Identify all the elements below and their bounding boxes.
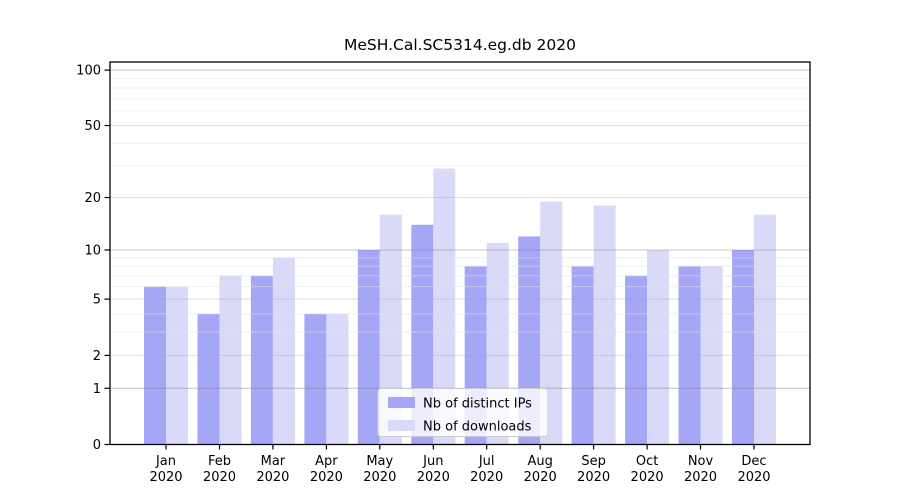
chart-title: MeSH.Cal.SC5314.eg.db 2020 [344, 36, 576, 54]
x-tick-label-month-mar: Mar [261, 454, 286, 469]
x-tick-label-month-jan: Jan [155, 454, 176, 469]
y-axis: 0 1 2 5 10 20 50 100 [76, 64, 110, 453]
bar-downloads-mar [272, 257, 295, 445]
y-tick-label-5: 5 [93, 293, 101, 308]
bar-downloads-dec [754, 214, 776, 445]
x-tick-label-year-may: 2020 [363, 470, 396, 485]
y-tick-label-0: 0 [93, 438, 101, 453]
bar-downloads-oct [647, 250, 670, 445]
x-tick-label-month-dec: Dec [741, 454, 766, 469]
y-tick-label-50: 50 [84, 119, 101, 134]
x-tick-label-year-mar: 2020 [256, 470, 289, 485]
x-tick-label-month-feb: Feb [208, 454, 231, 469]
x-tick-label-year-sep: 2020 [577, 470, 610, 485]
x-tick-label-year-jun: 2020 [417, 470, 450, 485]
legend-swatch-ips [388, 397, 415, 408]
bar-downloads-aug [540, 201, 563, 445]
bar-ips-mar [250, 275, 273, 445]
x-tick-label-month-apr: Apr [315, 454, 338, 469]
legend-swatch-downloads [388, 420, 415, 431]
x-tick-label-year-dec: 2020 [737, 470, 770, 485]
legend: Nb of distinct IPs Nb of downloads [377, 388, 549, 437]
bar-downloads-jun [433, 168, 456, 445]
x-tick-label-month-jul: Jul [478, 454, 495, 469]
legend-label-ips: Nb of distinct IPs [423, 397, 532, 412]
y-tick-label-20: 20 [84, 191, 101, 206]
bar-downloads-apr [326, 313, 349, 445]
x-axis: Jan2020Feb2020Mar2020Apr2020May2020Jun20… [149, 444, 771, 485]
x-tick-label-month-may: May [366, 454, 393, 469]
bar-ips-jan [144, 286, 166, 445]
bar-downloads-nov [700, 266, 723, 445]
x-tick-label-month-jun: Jun [422, 454, 443, 469]
x-tick-label-month-oct: Oct [636, 454, 658, 469]
y-tick-label-10: 10 [84, 244, 101, 259]
bar-ips-dec [732, 250, 754, 445]
x-tick-label-year-jul: 2020 [470, 470, 503, 485]
bar-ips-nov [678, 266, 701, 445]
x-tick-label-year-jan: 2020 [149, 470, 182, 485]
bar-downloads-feb [219, 275, 242, 445]
legend-box [377, 388, 549, 437]
legend-label-downloads: Nb of downloads [423, 420, 532, 435]
plot-border [109, 61, 811, 446]
x-tick-label-year-apr: 2020 [310, 470, 343, 485]
x-tick-label-year-feb: 2020 [203, 470, 236, 485]
x-tick-label-month-nov: Nov [688, 454, 714, 469]
gridlines-group [110, 69, 810, 389]
bar-ips-apr [304, 313, 327, 445]
bar-downloads-may [379, 214, 402, 445]
bar-ips-sep [571, 266, 594, 445]
y-tick-label-2: 2 [93, 349, 101, 364]
x-tick-label-month-aug: Aug [528, 454, 553, 469]
x-tick-label-year-nov: 2020 [684, 470, 717, 485]
y-tick-label-1: 1 [93, 382, 101, 397]
bar-downloads-jan [166, 286, 188, 445]
y-tick-label-100: 100 [76, 64, 101, 79]
x-tick-label-month-sep: Sep [581, 454, 606, 469]
bar-ips-oct [625, 275, 648, 445]
bar-downloads-sep [593, 205, 616, 445]
bar-ips-feb [197, 313, 220, 445]
x-tick-label-year-aug: 2020 [524, 470, 557, 485]
x-tick-label-year-oct: 2020 [631, 470, 664, 485]
bar-ips-may [357, 250, 380, 445]
